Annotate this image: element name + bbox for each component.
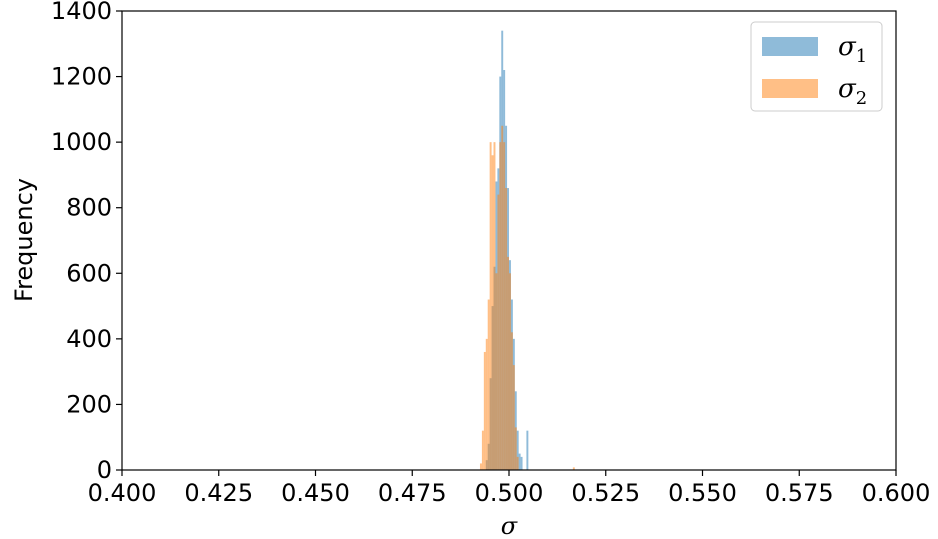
histogram-bar-series-2	[481, 430, 484, 470]
x-tick-label: 0.450	[281, 479, 350, 507]
histogram-bar-series-2	[512, 365, 515, 470]
histogram-bar-series-1	[518, 453, 521, 470]
y-axis: 0 200 400 600 800 1000 1200 1400	[51, 0, 122, 484]
x-axis-label: σ	[501, 512, 518, 539]
y-tick-label: 1400	[51, 0, 112, 25]
x-tick-label: 0.575	[765, 479, 834, 507]
histogram-bar-series-2	[497, 194, 500, 470]
histogram-bar-series-2	[491, 155, 494, 470]
histogram-bar-series-2	[479, 463, 482, 470]
y-tick-label: 800	[66, 194, 112, 222]
histogram-bar-series-2	[487, 299, 490, 470]
histogram-bar-series-2	[493, 142, 496, 470]
y-tick-label: 1000	[51, 128, 112, 156]
y-tick-label: 1200	[51, 63, 112, 91]
legend-swatch-series-2	[762, 79, 818, 98]
y-tick-label: 0	[97, 456, 112, 484]
histogram-bar-series-2	[514, 427, 517, 470]
x-tick-label: 0.475	[378, 479, 447, 507]
histogram-bar-series-1	[526, 430, 529, 470]
x-tick-label: 0.425	[184, 479, 253, 507]
histogram-bar-series-2	[510, 332, 513, 470]
x-axis: 0.400 0.425 0.450 0.475 0.500 0.525 0.550 0.575…	[88, 470, 931, 507]
histogram-bar-series-2	[505, 188, 508, 471]
histogram-bar-series-2	[489, 142, 492, 470]
y-tick-label: 400	[66, 325, 112, 353]
histogram-bar-series-2	[499, 142, 502, 470]
histogram-bar-series-2	[503, 142, 506, 470]
legend-swatch-series-1	[762, 37, 818, 56]
histogram-bar-series-1	[516, 430, 519, 470]
histogram-bar-series-2	[483, 351, 486, 470]
x-tick-label: 0.600	[862, 479, 931, 507]
x-tick-label: 0.550	[668, 479, 737, 507]
histogram-bar-series-1	[520, 456, 523, 470]
y-axis-label: Frequency	[10, 178, 38, 302]
x-tick-label: 0.500	[475, 479, 544, 507]
histogram-bar-series-2	[509, 273, 511, 470]
histogram-bar-series-2	[507, 256, 509, 470]
x-tick-label: 0.400	[88, 479, 157, 507]
y-tick-label: 600	[66, 259, 112, 287]
histogram-bar-series-2	[501, 125, 504, 470]
histogram-bar-series-2	[495, 273, 498, 470]
histogram-bar-series-2	[516, 456, 519, 470]
bars-layer	[479, 30, 575, 471]
x-tick-label: 0.525	[571, 479, 640, 507]
histogram-bar-series-2	[572, 467, 575, 470]
y-tick-label: 200	[66, 390, 112, 418]
histogram-bar-series-2	[485, 338, 488, 470]
